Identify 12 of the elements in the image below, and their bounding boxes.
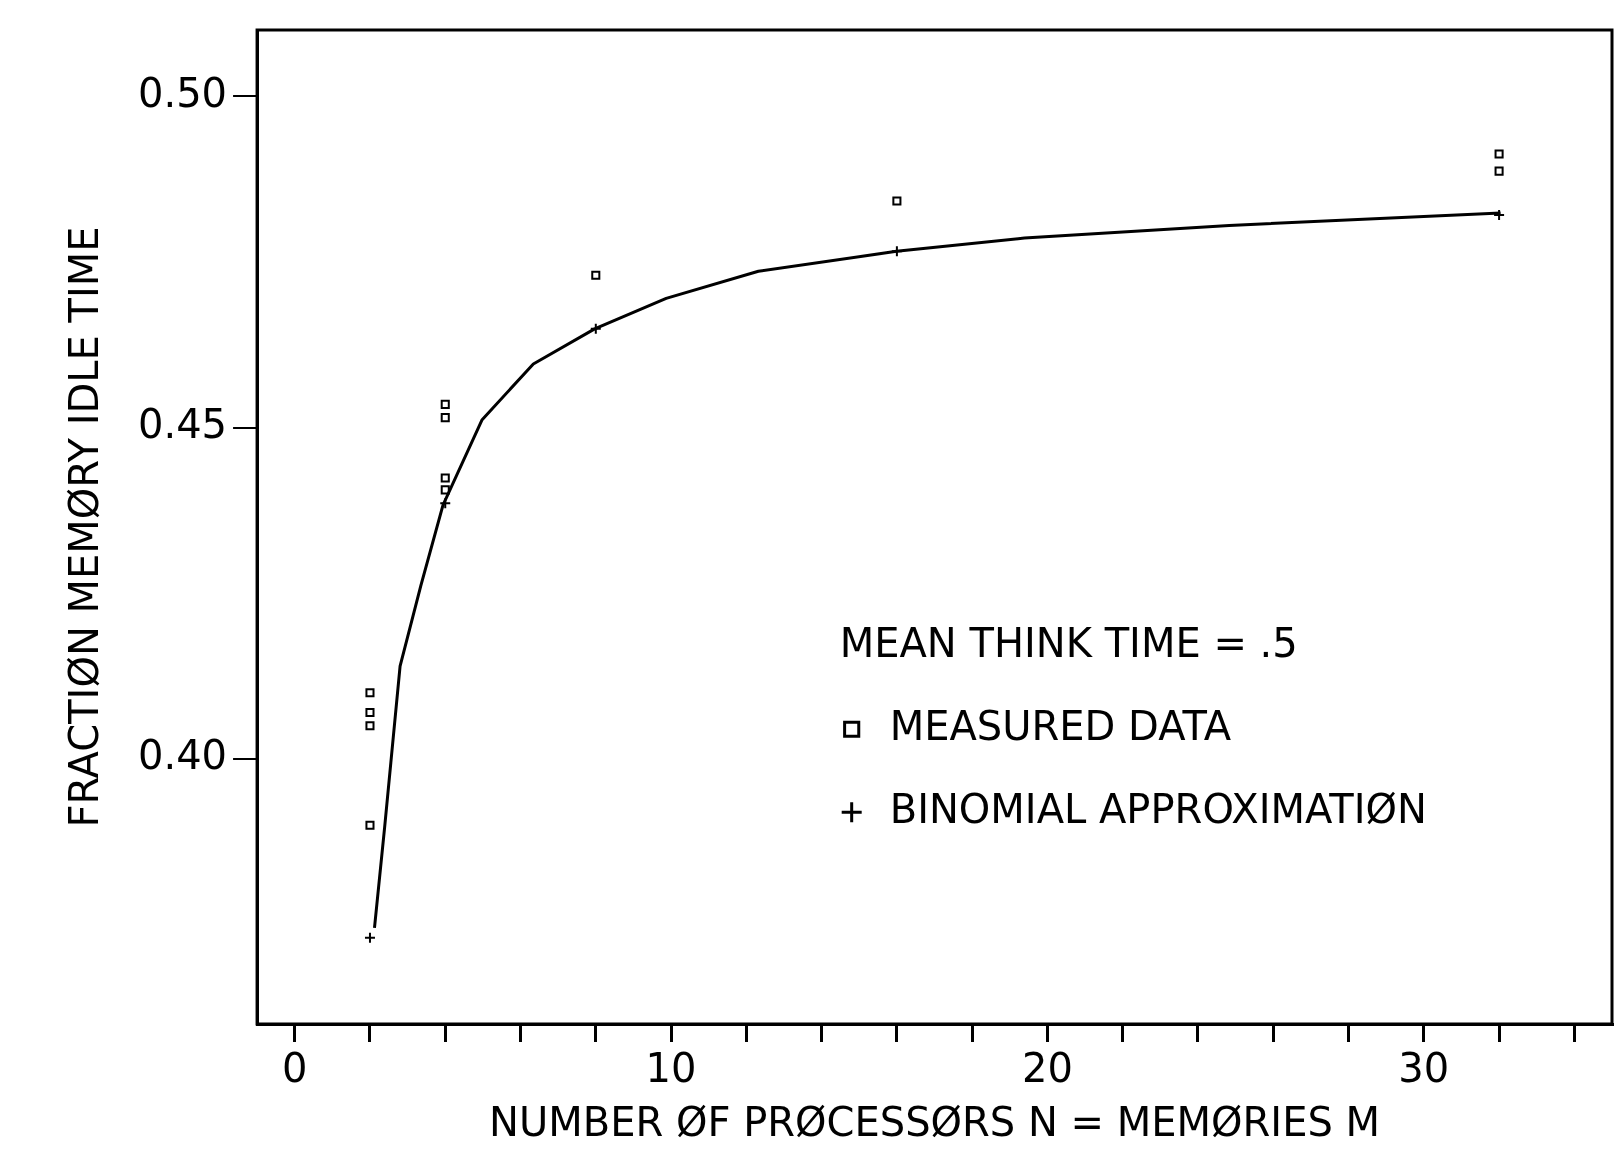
x-axis-title: NUMBER ØF PRØCESSØRS N = MEMØRIES M bbox=[489, 1099, 1381, 1146]
y-tick-label: 0.45 bbox=[138, 400, 228, 447]
legend-title: MEAN THINK TIME = .5 bbox=[839, 619, 1298, 666]
x-tick-label: 30 bbox=[1398, 1045, 1450, 1092]
y-tick-label: 0.50 bbox=[138, 69, 228, 116]
y-axis-title: FRACTIØN MEMØRY IDLE TIME bbox=[61, 226, 108, 828]
legend-label: MEASURED DATA bbox=[889, 702, 1232, 749]
legend-label: BINOMIAL APPROXIMATIØN bbox=[889, 785, 1427, 832]
x-tick-label: 20 bbox=[1021, 1045, 1073, 1092]
x-tick-label: 0 bbox=[281, 1045, 308, 1092]
y-tick-label: 0.40 bbox=[138, 732, 228, 779]
x-tick-label: 10 bbox=[645, 1045, 697, 1092]
